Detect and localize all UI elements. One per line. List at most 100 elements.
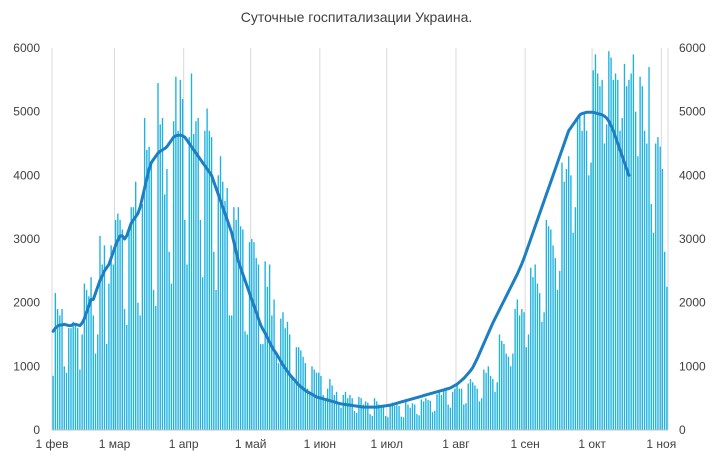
bar-150 [387, 417, 389, 430]
bar-50 [164, 194, 166, 430]
bar-102 [280, 318, 282, 430]
bar-256 [623, 63, 626, 431]
bar-129 [340, 407, 342, 430]
bar-267 [648, 67, 650, 430]
bar-108 [293, 382, 295, 430]
bar-197 [492, 379, 494, 430]
bar-13 [81, 334, 83, 430]
bar-65 [197, 118, 199, 430]
bar-224 [552, 245, 554, 430]
bar-142 [369, 414, 371, 430]
bar-series [52, 51, 668, 431]
x-tick-label-9: 1 ноя [646, 437, 676, 451]
x-tick-label-5: 1 июл [371, 437, 403, 451]
bar-40 [141, 203, 144, 430]
bar-16 [88, 296, 90, 430]
bar-221 [545, 219, 548, 430]
bar-232 [570, 175, 572, 430]
bar-172 [436, 394, 438, 430]
bar-31 [121, 229, 123, 430]
y-tick-label-right-5: 5000 [679, 105, 706, 119]
bar-169 [429, 400, 431, 430]
bar-179 [451, 391, 454, 430]
bar-0 [52, 375, 54, 430]
bar-156 [400, 416, 402, 430]
bar-198 [494, 391, 496, 430]
bar-174 [440, 394, 443, 430]
bar-199 [496, 382, 498, 430]
bar-193 [483, 369, 485, 430]
bar-72 [213, 251, 215, 430]
bar-132 [347, 398, 349, 430]
bar-274 [663, 251, 666, 430]
bar-113 [304, 363, 307, 430]
y-tick-label-right-2: 2000 [679, 296, 706, 310]
bar-80 [230, 315, 233, 430]
bar-245 [599, 86, 601, 430]
bar-122 [324, 398, 327, 430]
bar-36 [132, 207, 135, 430]
bar-266 [646, 143, 648, 430]
bar-208 [516, 299, 519, 430]
bar-87 [246, 334, 248, 430]
bar-237 [581, 130, 583, 430]
bar-177 [447, 404, 449, 430]
bar-152 [391, 402, 394, 430]
bar-188 [472, 382, 474, 430]
bar-191 [478, 401, 481, 430]
bar-241 [590, 162, 592, 430]
bar-257 [626, 86, 628, 430]
bar-157 [402, 417, 405, 430]
bar-235 [576, 118, 579, 430]
bar-196 [489, 375, 492, 430]
bar-170 [431, 412, 434, 430]
bar-43 [148, 146, 150, 430]
y-tick-label-left-4: 4000 [13, 168, 40, 182]
bar-8 [70, 328, 72, 430]
bar-63 [193, 133, 195, 430]
bar-24 [105, 344, 108, 430]
bar-160 [409, 407, 411, 430]
bar-164 [418, 415, 420, 430]
bar-54 [172, 121, 175, 430]
x-tick-label-6: 1 авг [442, 437, 470, 451]
bar-227 [559, 270, 561, 430]
average-line [51, 110, 631, 409]
chart-title: Суточные госпитализации Украина. [240, 9, 473, 25]
bar-171 [434, 410, 436, 430]
bar-33 [126, 324, 128, 430]
bar-269 [652, 232, 655, 430]
bar-140 [364, 401, 367, 430]
bar-186 [467, 383, 469, 430]
bar-14 [83, 283, 86, 430]
bar-137 [358, 396, 360, 430]
bar-262 [637, 156, 639, 431]
bar-32 [123, 309, 126, 430]
bar-250 [610, 57, 612, 431]
bar-167 [425, 398, 427, 430]
bar-19 [94, 353, 97, 430]
bar-58 [181, 98, 184, 431]
bar-233 [572, 232, 574, 430]
bar-22 [101, 264, 103, 430]
bar-79 [228, 315, 231, 430]
bar-242 [592, 70, 594, 430]
bar-141 [367, 402, 369, 430]
bar-64 [195, 121, 197, 430]
bar-83 [237, 207, 240, 430]
bar-88 [248, 242, 251, 430]
bar-101 [277, 363, 280, 430]
bar-203 [505, 353, 507, 430]
bar-158 [405, 401, 407, 430]
y-tick-label-right-0: 0 [679, 423, 686, 437]
bar-187 [469, 379, 472, 430]
bar-98 [271, 315, 273, 430]
bar-42 [146, 149, 148, 430]
bar-100 [275, 353, 277, 430]
bar-104 [284, 328, 286, 430]
bar-161 [411, 403, 414, 430]
bar-147 [380, 407, 382, 430]
bar-81 [233, 207, 235, 430]
bar-7 [68, 328, 70, 430]
bar-84 [239, 226, 242, 430]
